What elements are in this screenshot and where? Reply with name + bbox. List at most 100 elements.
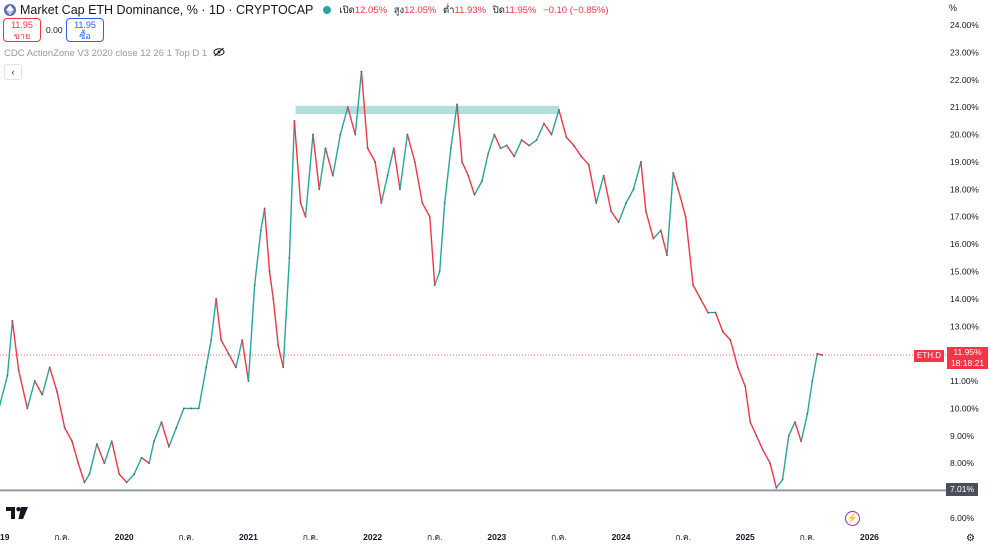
series-segment [558,109,568,138]
data-point [535,139,538,141]
series-segment [339,106,349,136]
price-axis: 24.00% 23.00% 22.00% 21.00% 20.00% 19.00% 18.0… [950,20,979,523]
last-price-value: 11.95% [953,347,982,357]
series-segment [744,385,751,423]
data-point [360,70,363,73]
series-segment [304,133,314,218]
series-segment [386,147,395,177]
data-point [528,144,531,147]
price-tick-label: 14.00% [950,294,979,304]
series-segment [761,448,771,464]
series-segment [96,443,106,464]
data-point [241,339,244,341]
series-segment [125,473,135,484]
price-tick-label: 17.00% [950,212,979,222]
series-segment [443,147,452,204]
data-point [339,133,342,136]
time-axis: 2019 ก.ค. 2020 ก.ค. 2021 ก.ค. 2022 ก.ค. 2023 ก.ค.… [0,532,975,544]
series-segment [399,133,409,191]
data-point [133,473,136,476]
data-point [282,366,285,369]
data-point [632,188,635,191]
data-point [272,297,275,300]
series-segment [168,426,178,448]
resistance-zone-layer [295,105,559,115]
series-segment [318,147,327,191]
series-segment [506,144,515,158]
eye-hidden-icon[interactable] [213,47,225,60]
data-point [699,297,702,300]
time-tick-label: ก.ค. [551,532,567,542]
data-point [160,421,163,424]
series-segment [48,366,58,393]
collapse-legend-button[interactable]: ‹ [4,64,22,80]
data-point [550,133,553,136]
data-point [744,385,747,388]
series-segment [617,202,627,223]
time-tick-label: 2026 [860,532,879,542]
data-point [168,445,170,448]
data-point [580,155,583,158]
data-point [125,481,128,484]
series-segment [729,339,739,369]
data-point [652,237,655,240]
series-segment [56,391,66,429]
data-point [684,215,687,218]
data-point [781,478,784,481]
chart-title[interactable]: Market Cap ETH Dominance, % · 1D · CRYPT… [20,3,314,17]
data-point [41,393,44,396]
series-segment [88,443,98,475]
series-segment [17,369,29,410]
data-point [520,139,523,141]
data-point [595,202,598,204]
buy-button[interactable]: 11.95 ซื้อ [66,18,104,42]
series-segment [210,298,217,341]
series-segment [0,374,9,408]
series-segment [374,161,383,204]
lightning-icon[interactable]: ⚡ [845,511,860,526]
data-point [558,109,560,111]
data-point [277,344,280,347]
data-point [443,202,446,204]
indicator-legend[interactable]: CDC ActionZone V3 2020 close 12 26 1 Top… [4,47,225,60]
sell-button[interactable]: 11.95 ขาย [3,18,41,42]
series-segment [253,229,262,286]
support-level-tag: 7.01% [946,483,978,496]
series-segment [434,270,441,286]
series-segment [133,457,143,475]
series-segment [722,331,732,341]
series-segment [737,366,746,388]
data-point [392,147,395,150]
data-point [182,407,185,410]
series-segment [439,202,446,273]
data-point [769,462,772,465]
data-point [33,380,36,382]
time-tick-label: 2020 [115,532,134,542]
data-point [449,147,452,150]
series-segment [573,144,583,158]
series-segment [481,153,489,182]
data-point [227,352,230,355]
data-point [366,147,369,150]
price-tick-label: 9.00% [950,431,975,441]
data-point [467,174,470,177]
data-point [11,319,14,322]
symbol-tag: ETH.D [914,350,944,362]
series-segment [811,352,819,382]
price-axis-unit: % [949,3,958,13]
resistance-zone [295,105,559,115]
series-segment [565,136,575,147]
data-point [148,462,150,465]
data-point [513,155,516,158]
series-segment [41,366,51,396]
series-segment [71,440,79,464]
data-point [83,481,86,484]
tradingview-logo[interactable] [6,505,28,523]
series-segment [692,284,702,300]
series-segment [677,188,687,218]
time-tick-label: ก.ค. [54,532,70,542]
series-segment [111,440,120,475]
series-segment [794,421,802,443]
price-tick-label: 6.00% [950,513,975,523]
